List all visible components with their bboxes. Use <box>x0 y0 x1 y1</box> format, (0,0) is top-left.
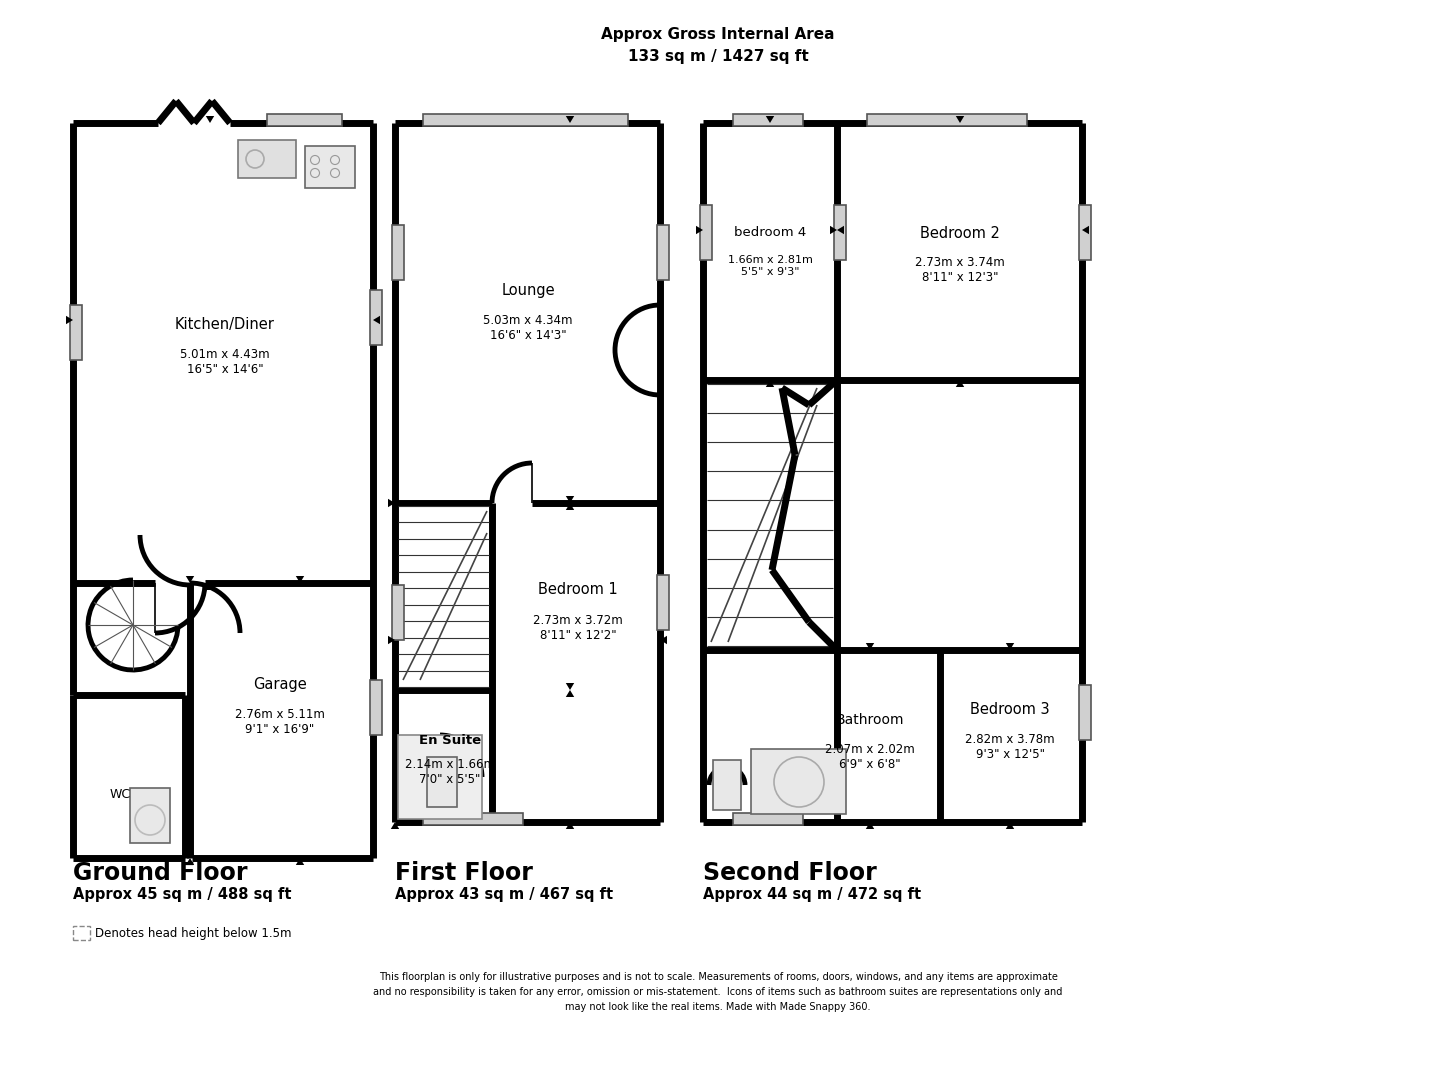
Polygon shape <box>696 226 703 234</box>
Text: Denotes head height below 1.5m: Denotes head height below 1.5m <box>95 927 292 940</box>
Polygon shape <box>391 822 399 829</box>
Bar <box>752 750 846 814</box>
Polygon shape <box>566 683 575 690</box>
Text: 5.03m x 4.34m
16'6" x 14'3": 5.03m x 4.34m 16'6" x 14'3" <box>483 314 573 342</box>
Text: 2.07m x 2.02m
6'9" x 6'8": 2.07m x 2.02m 6'9" x 6'8" <box>825 743 915 771</box>
Bar <box>1079 205 1091 260</box>
Text: Bedroom 2: Bedroom 2 <box>920 226 1000 241</box>
Text: 5.01m x 4.43m
16'5" x 14'6": 5.01m x 4.43m 16'5" x 14'6" <box>180 348 270 376</box>
Polygon shape <box>185 858 194 865</box>
Polygon shape <box>205 583 214 590</box>
Bar <box>267 114 342 126</box>
Polygon shape <box>956 380 964 387</box>
Text: Garage: Garage <box>253 677 308 692</box>
Polygon shape <box>1006 822 1015 829</box>
Text: Bedroom 3: Bedroom 3 <box>970 702 1050 717</box>
Bar <box>369 680 382 735</box>
Text: Bedroom 1: Bedroom 1 <box>537 582 618 597</box>
Polygon shape <box>1082 226 1089 234</box>
Polygon shape <box>205 116 214 123</box>
Bar <box>129 788 170 843</box>
Text: 2.76m x 5.11m
9'1" x 16'9": 2.76m x 5.11m 9'1" x 16'9" <box>236 708 325 735</box>
Text: Kitchen/Diner: Kitchen/Diner <box>175 318 274 333</box>
Text: 1.66m x 2.81m
5'5" x 9'3": 1.66m x 2.81m 5'5" x 9'3" <box>727 255 812 276</box>
Text: 2.82m x 3.78m
9'3" x 12'5": 2.82m x 3.78m 9'3" x 12'5" <box>966 733 1055 761</box>
Bar <box>73 926 91 940</box>
Text: 133 sq m / 1427 sq ft: 133 sq m / 1427 sq ft <box>628 49 809 64</box>
Text: Approx 45 sq m / 488 sq ft: Approx 45 sq m / 488 sq ft <box>73 888 292 903</box>
Polygon shape <box>836 226 844 234</box>
Bar <box>733 114 803 126</box>
Text: Bathroom: Bathroom <box>836 713 904 727</box>
Polygon shape <box>388 499 395 508</box>
Polygon shape <box>566 822 575 829</box>
Bar <box>422 813 523 825</box>
Polygon shape <box>566 116 575 123</box>
Bar <box>833 205 846 260</box>
Polygon shape <box>296 576 305 583</box>
Bar <box>239 140 296 178</box>
Bar <box>733 813 803 825</box>
Polygon shape <box>766 380 775 387</box>
Text: 2.73m x 3.72m
8'11" x 12'2": 2.73m x 3.72m 8'11" x 12'2" <box>533 615 622 642</box>
Polygon shape <box>660 636 667 644</box>
Bar <box>369 291 382 345</box>
Text: WC: WC <box>109 788 131 801</box>
Bar <box>422 114 628 126</box>
Text: Second Floor: Second Floor <box>703 861 877 885</box>
Polygon shape <box>831 226 836 234</box>
Polygon shape <box>766 116 775 123</box>
Polygon shape <box>1006 643 1015 650</box>
Bar <box>392 585 404 640</box>
Polygon shape <box>566 496 575 503</box>
Polygon shape <box>185 576 194 583</box>
Text: 2.73m x 3.74m
8'11" x 12'3": 2.73m x 3.74m 8'11" x 12'3" <box>915 256 1004 284</box>
Text: 2.14m x 1.66m
7'0" x 5'5": 2.14m x 1.66m 7'0" x 5'5" <box>405 758 494 786</box>
Bar <box>1079 685 1091 740</box>
Text: Lounge: Lounge <box>502 283 555 297</box>
Polygon shape <box>956 116 964 123</box>
Bar <box>392 225 404 280</box>
Text: Approx 43 sq m / 467 sq ft: Approx 43 sq m / 467 sq ft <box>395 888 614 903</box>
Polygon shape <box>388 636 395 644</box>
Bar <box>70 305 82 360</box>
Text: First Floor: First Floor <box>395 861 533 885</box>
Polygon shape <box>374 315 379 324</box>
Text: En Suite: En Suite <box>420 733 481 746</box>
Bar <box>867 114 1027 126</box>
Bar <box>657 575 670 630</box>
Bar <box>427 757 457 807</box>
Text: bedroom 4: bedroom 4 <box>734 226 806 239</box>
Bar <box>657 225 670 280</box>
Bar <box>305 146 355 188</box>
Text: Ground Floor: Ground Floor <box>73 861 247 885</box>
Bar <box>398 735 481 819</box>
Polygon shape <box>566 690 575 697</box>
Polygon shape <box>296 858 305 865</box>
Polygon shape <box>566 503 575 510</box>
Polygon shape <box>867 643 874 650</box>
Text: Approx Gross Internal Area: Approx Gross Internal Area <box>601 27 835 42</box>
Polygon shape <box>867 822 874 829</box>
Bar <box>713 760 741 810</box>
Text: Approx 44 sq m / 472 sq ft: Approx 44 sq m / 472 sq ft <box>703 888 921 903</box>
Bar <box>700 205 711 260</box>
Polygon shape <box>66 315 73 324</box>
Text: This floorplan is only for illustrative purposes and is not to scale. Measuremen: This floorplan is only for illustrative … <box>374 972 1063 1012</box>
